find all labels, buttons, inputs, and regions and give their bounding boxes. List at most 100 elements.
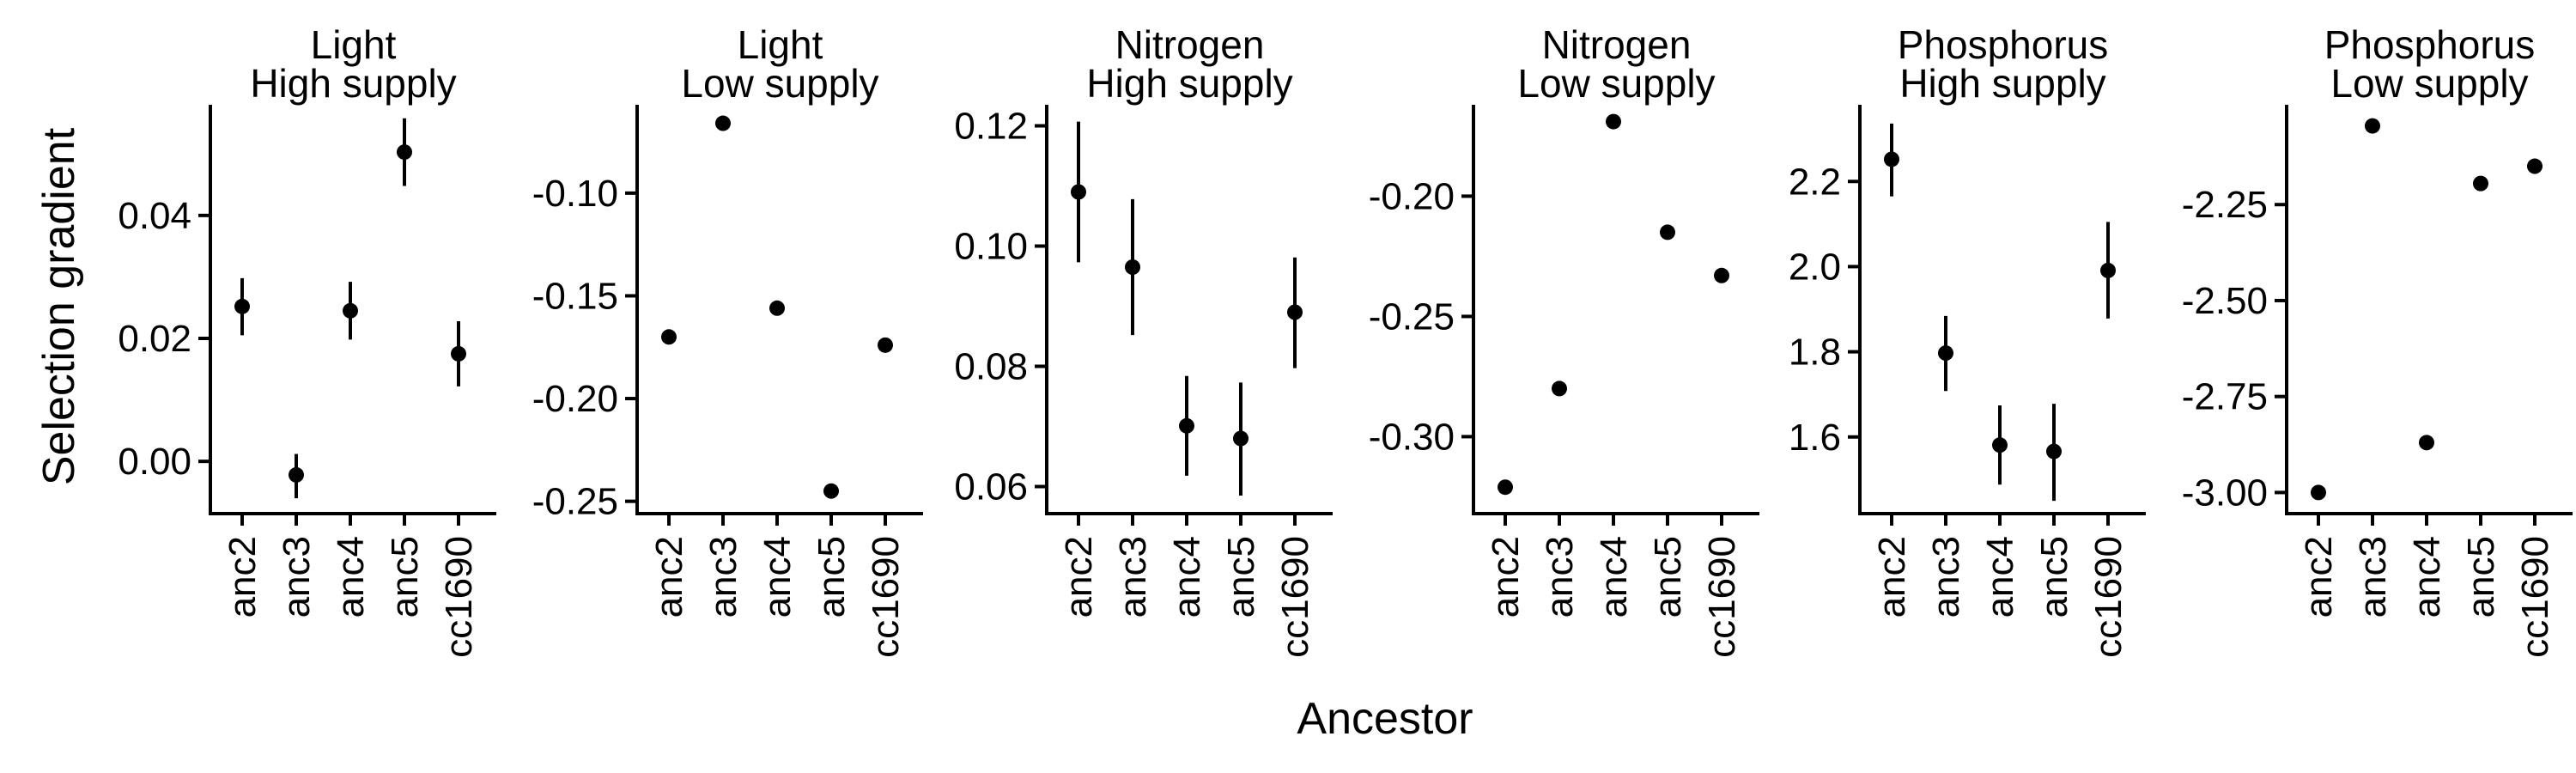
y-tick-label: 0.10 — [954, 226, 1028, 268]
y-tick-label: 2.2 — [1789, 161, 1841, 203]
data-point — [2419, 435, 2434, 451]
x-tick-label: cc1690 — [1701, 536, 1743, 658]
facet-title-line1: Nitrogen — [1115, 22, 1265, 67]
data-point — [2527, 158, 2543, 174]
x-axis-title: Ancestor — [1297, 694, 1473, 744]
x-tick-label: anc2 — [1058, 536, 1100, 618]
x-tick-label: anc4 — [1593, 536, 1635, 618]
y-tick-label: -2.25 — [2182, 184, 2268, 226]
x-tick-label: anc4 — [1979, 536, 2021, 618]
facet-title-line1: Phosphorus — [1898, 22, 2109, 67]
x-tick-label: anc5 — [384, 536, 426, 618]
data-point — [1233, 430, 1249, 447]
y-tick-label: -0.20 — [532, 378, 618, 420]
data-point — [289, 466, 304, 483]
facet-title-line2: Low supply — [2330, 61, 2528, 106]
x-tick-label: anc2 — [222, 536, 264, 618]
data-point — [1938, 345, 1953, 362]
y-tick-label: 0.02 — [118, 318, 191, 360]
data-point — [1498, 479, 1513, 496]
facet-title-line1: Nitrogen — [1542, 22, 1692, 67]
x-tick-label: cc1690 — [438, 536, 480, 658]
y-tick-label: -0.15 — [532, 275, 618, 317]
y-tick-label: -0.10 — [532, 173, 618, 215]
x-tick-label: anc2 — [1871, 536, 1913, 618]
x-tick-label: anc5 — [1220, 536, 1262, 618]
data-point — [1992, 437, 2008, 453]
x-tick-label: anc5 — [2033, 536, 2075, 618]
data-point — [2365, 118, 2380, 134]
data-point — [1606, 113, 1621, 130]
facet-title-line1: Light — [311, 22, 397, 67]
data-point — [1552, 380, 1567, 397]
x-tick-label: anc3 — [702, 536, 744, 618]
y-tick-label: -0.25 — [1369, 295, 1455, 338]
x-tick-label: anc2 — [2298, 536, 2340, 618]
x-tick-label: anc3 — [1925, 536, 1967, 618]
x-tick-label: anc4 — [1166, 536, 1208, 618]
x-tick-label: anc4 — [330, 536, 372, 618]
facet-title-line2: High supply — [250, 61, 456, 106]
y-tick-label: -0.30 — [1369, 416, 1455, 458]
x-tick-label: anc4 — [756, 536, 799, 618]
x-tick-label: anc3 — [1112, 536, 1154, 618]
x-tick-label: cc1690 — [2514, 536, 2556, 658]
y-tick-label: -2.50 — [2182, 280, 2268, 322]
data-point — [451, 345, 466, 362]
data-point — [715, 115, 731, 131]
y-tick-label: 2.0 — [1789, 246, 1841, 288]
y-tick-label: 0.12 — [954, 106, 1028, 148]
x-tick-label: anc2 — [648, 536, 690, 618]
y-tick-label: 0.04 — [118, 195, 191, 237]
data-point — [397, 144, 412, 161]
data-point — [1071, 184, 1086, 200]
data-point — [1179, 417, 1194, 434]
x-tick-label: anc4 — [2406, 536, 2448, 618]
data-point — [1287, 304, 1303, 320]
y-tick-label: -3.00 — [2182, 472, 2268, 514]
y-tick-label: 0.08 — [954, 346, 1028, 388]
x-tick-label: anc3 — [2352, 536, 2394, 618]
x-tick-label: anc5 — [811, 536, 853, 618]
data-point — [2100, 262, 2116, 278]
data-point — [823, 483, 839, 499]
data-point — [2046, 443, 2062, 460]
y-tick-label: -0.20 — [1369, 175, 1455, 217]
facet-title-line2: Low supply — [1517, 61, 1715, 106]
x-tick-label: cc1690 — [865, 536, 907, 658]
x-tick-label: anc3 — [276, 536, 318, 618]
y-tick-label: 0.00 — [118, 441, 191, 483]
facet-title-line1: Phosphorus — [2324, 22, 2536, 67]
x-tick-label: anc5 — [2460, 536, 2502, 618]
facet-title-line2: High supply — [1899, 61, 2105, 106]
y-tick-label: 0.06 — [954, 466, 1028, 508]
data-point — [2311, 484, 2326, 501]
x-tick-label: anc5 — [1647, 536, 1689, 618]
x-tick-label: anc2 — [1485, 536, 1527, 618]
y-axis-title: Selection gradient — [34, 127, 84, 485]
y-tick-label: 1.8 — [1789, 332, 1841, 374]
data-point — [878, 337, 893, 353]
data-point — [661, 329, 677, 345]
data-point — [2473, 175, 2488, 192]
data-point — [1884, 151, 1899, 167]
y-tick-label: 1.6 — [1789, 417, 1841, 459]
data-point — [234, 298, 250, 314]
data-point — [343, 302, 358, 319]
facet-title-line2: High supply — [1086, 61, 1292, 106]
x-tick-label: cc1690 — [2087, 536, 2129, 658]
facet-title-line2: Low supply — [681, 61, 878, 106]
y-tick-label: -0.25 — [532, 481, 618, 523]
y-tick-label: -2.75 — [2182, 376, 2268, 418]
x-tick-label: cc1690 — [1274, 536, 1316, 658]
x-tick-label: anc3 — [1539, 536, 1581, 618]
data-point — [769, 300, 785, 316]
facet-title-line1: Light — [738, 22, 823, 67]
